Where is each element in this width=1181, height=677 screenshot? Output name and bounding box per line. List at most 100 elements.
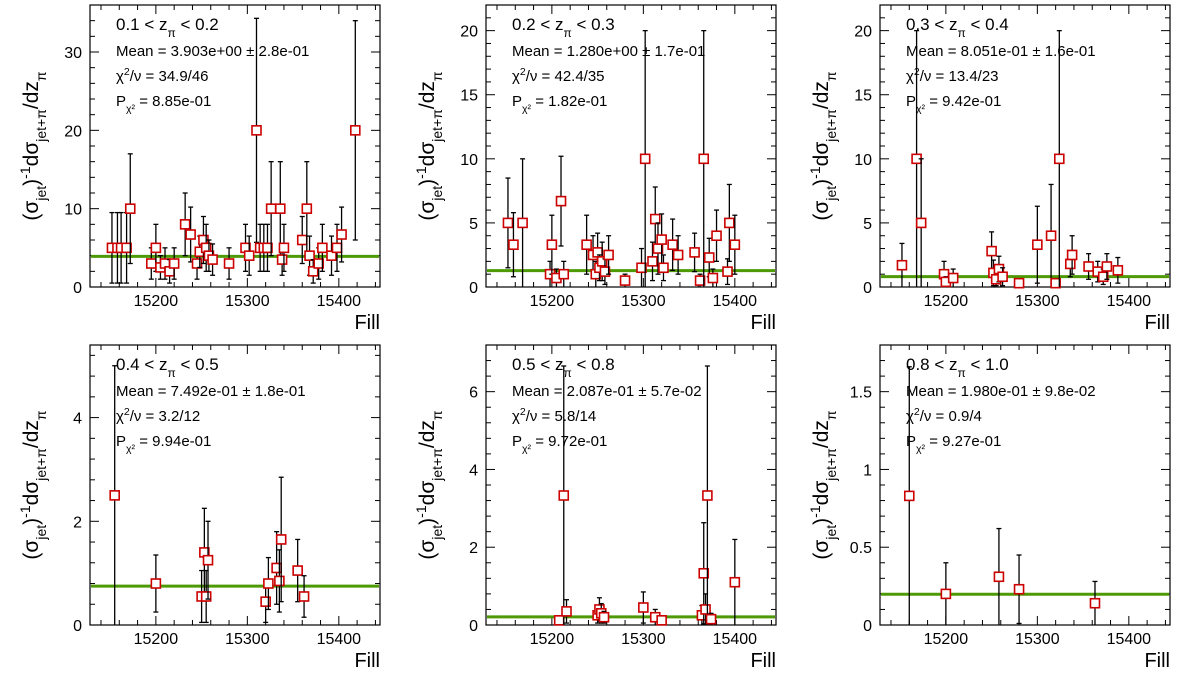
point-marker xyxy=(1054,153,1065,165)
x-tick-label: 15400 xyxy=(713,631,758,648)
y-tick-label: 0 xyxy=(863,280,872,297)
data-point xyxy=(1045,183,1057,287)
stat-chi2: χ2/ν = 0.9/4 xyxy=(906,406,982,425)
panel-title: 0.3 < zπ < 0.4 xyxy=(906,15,1009,40)
y-tick-label: 6 xyxy=(469,385,478,402)
point-marker xyxy=(636,262,647,274)
point-marker xyxy=(1083,261,1094,272)
stat-probability: Pχ² = 9.72e-01 xyxy=(512,433,607,455)
data-point xyxy=(647,241,658,282)
y-tick-label: 30 xyxy=(64,45,82,62)
data-point xyxy=(1092,260,1104,283)
x-tick-label: 15300 xyxy=(1015,631,1060,648)
data-point xyxy=(947,268,959,287)
data-point xyxy=(581,214,592,275)
data-point xyxy=(124,153,136,265)
point-marker xyxy=(558,490,570,501)
data-point xyxy=(638,591,649,624)
data-point xyxy=(251,17,262,244)
stat-chi2: χ2/ν = 34.9/46 xyxy=(116,66,209,85)
point-marker xyxy=(553,615,565,626)
y-tick-label: 10 xyxy=(460,152,478,169)
point-marker xyxy=(109,490,121,501)
stat-mean: Mean = 7.492e-01 ± 1.8e-01 xyxy=(116,383,306,400)
data-point xyxy=(997,267,1008,287)
x-tick-label: 15200 xyxy=(134,631,179,648)
stat-chi2: χ2/ν = 5.8/14 xyxy=(512,406,596,425)
point-marker xyxy=(1045,230,1057,242)
y-tick-label: 0 xyxy=(469,280,478,297)
data-point xyxy=(667,218,678,271)
data-point xyxy=(896,242,908,287)
y-axis-label: (σjet)-1dσjet+π/dzπ xyxy=(807,71,839,221)
data-point xyxy=(603,235,614,275)
data-point xyxy=(349,20,361,241)
data-point xyxy=(619,273,631,287)
x-tick-label: 15200 xyxy=(134,293,179,310)
y-tick-label: 20 xyxy=(460,24,478,41)
data-point xyxy=(262,223,273,272)
x-tick-label: 15400 xyxy=(1107,293,1152,310)
point-marker xyxy=(298,591,310,602)
y-tick-label: 2 xyxy=(73,514,82,531)
point-marker xyxy=(619,275,631,286)
stat-chi2: χ2/ν = 13.4/23 xyxy=(906,66,999,85)
x-axis-label: Fill xyxy=(750,650,776,672)
data-point xyxy=(702,365,713,625)
data-point xyxy=(317,223,328,272)
point-marker xyxy=(561,606,572,617)
stat-mean: Mean = 2.087e-01 ± 5.7e-02 xyxy=(512,383,702,400)
data-point xyxy=(336,206,347,263)
x-tick-label: 15200 xyxy=(924,293,969,310)
point-marker xyxy=(940,588,952,600)
point-marker xyxy=(274,203,286,214)
point-marker xyxy=(307,266,319,277)
point-marker xyxy=(915,217,927,229)
stat-chi2: χ2/ν = 3.2/12 xyxy=(116,406,200,425)
point-marker xyxy=(672,249,684,261)
y-tick-label: 0 xyxy=(863,618,872,635)
point-marker xyxy=(336,229,347,240)
point-marker xyxy=(275,534,287,545)
data-point xyxy=(598,610,610,624)
data-point xyxy=(179,192,191,257)
y-axis-label: (σjet)-1dσjet+π/dzπ xyxy=(807,410,839,560)
point-marker xyxy=(903,490,915,502)
stat-mean: Mean = 3.903e+00 ± 2.8e-01 xyxy=(116,43,309,60)
point-marker xyxy=(647,256,658,267)
point-marker xyxy=(703,252,715,263)
data-point xyxy=(326,235,337,276)
data-point xyxy=(636,247,647,287)
data-point xyxy=(915,158,927,287)
point-marker xyxy=(649,213,661,225)
data-point xyxy=(121,211,132,284)
data-point xyxy=(1112,256,1124,284)
data-point xyxy=(729,214,741,275)
point-marker xyxy=(317,242,328,254)
data-point xyxy=(1054,29,1065,287)
point-marker xyxy=(331,242,343,254)
stat-mean: Mean = 8.051e-01 ± 1.6e-01 xyxy=(906,43,1096,60)
data-point xyxy=(711,209,722,263)
point-marker xyxy=(656,234,667,245)
data-point xyxy=(599,258,611,286)
panel-title: 0.5 < zπ < 0.8 xyxy=(512,355,615,380)
point-marker xyxy=(638,602,649,613)
point-marker xyxy=(555,195,567,207)
point-marker xyxy=(202,554,214,566)
panel-6: 15200 15300 15400 0 0.5 1 1.5 Fill (σjet)-1dσjet… xyxy=(807,344,1171,672)
data-point xyxy=(109,365,121,625)
y-tick-label: 4 xyxy=(73,411,82,428)
data-point xyxy=(553,615,565,626)
data-point xyxy=(502,177,514,269)
y-tick-label: 20 xyxy=(64,123,82,140)
stat-probability: Pχ² = 9.94e-01 xyxy=(116,433,211,455)
point-marker xyxy=(1089,597,1101,609)
x-tick-label: 15400 xyxy=(713,293,758,310)
point-marker xyxy=(243,250,255,261)
point-marker xyxy=(698,567,710,579)
panel-5: 15200 15300 15400 0 2 4 6 Fill (σjet)-1dσjet+π/d… xyxy=(413,344,777,672)
y-tick-label: 4 xyxy=(469,462,478,479)
data-point xyxy=(694,273,706,287)
